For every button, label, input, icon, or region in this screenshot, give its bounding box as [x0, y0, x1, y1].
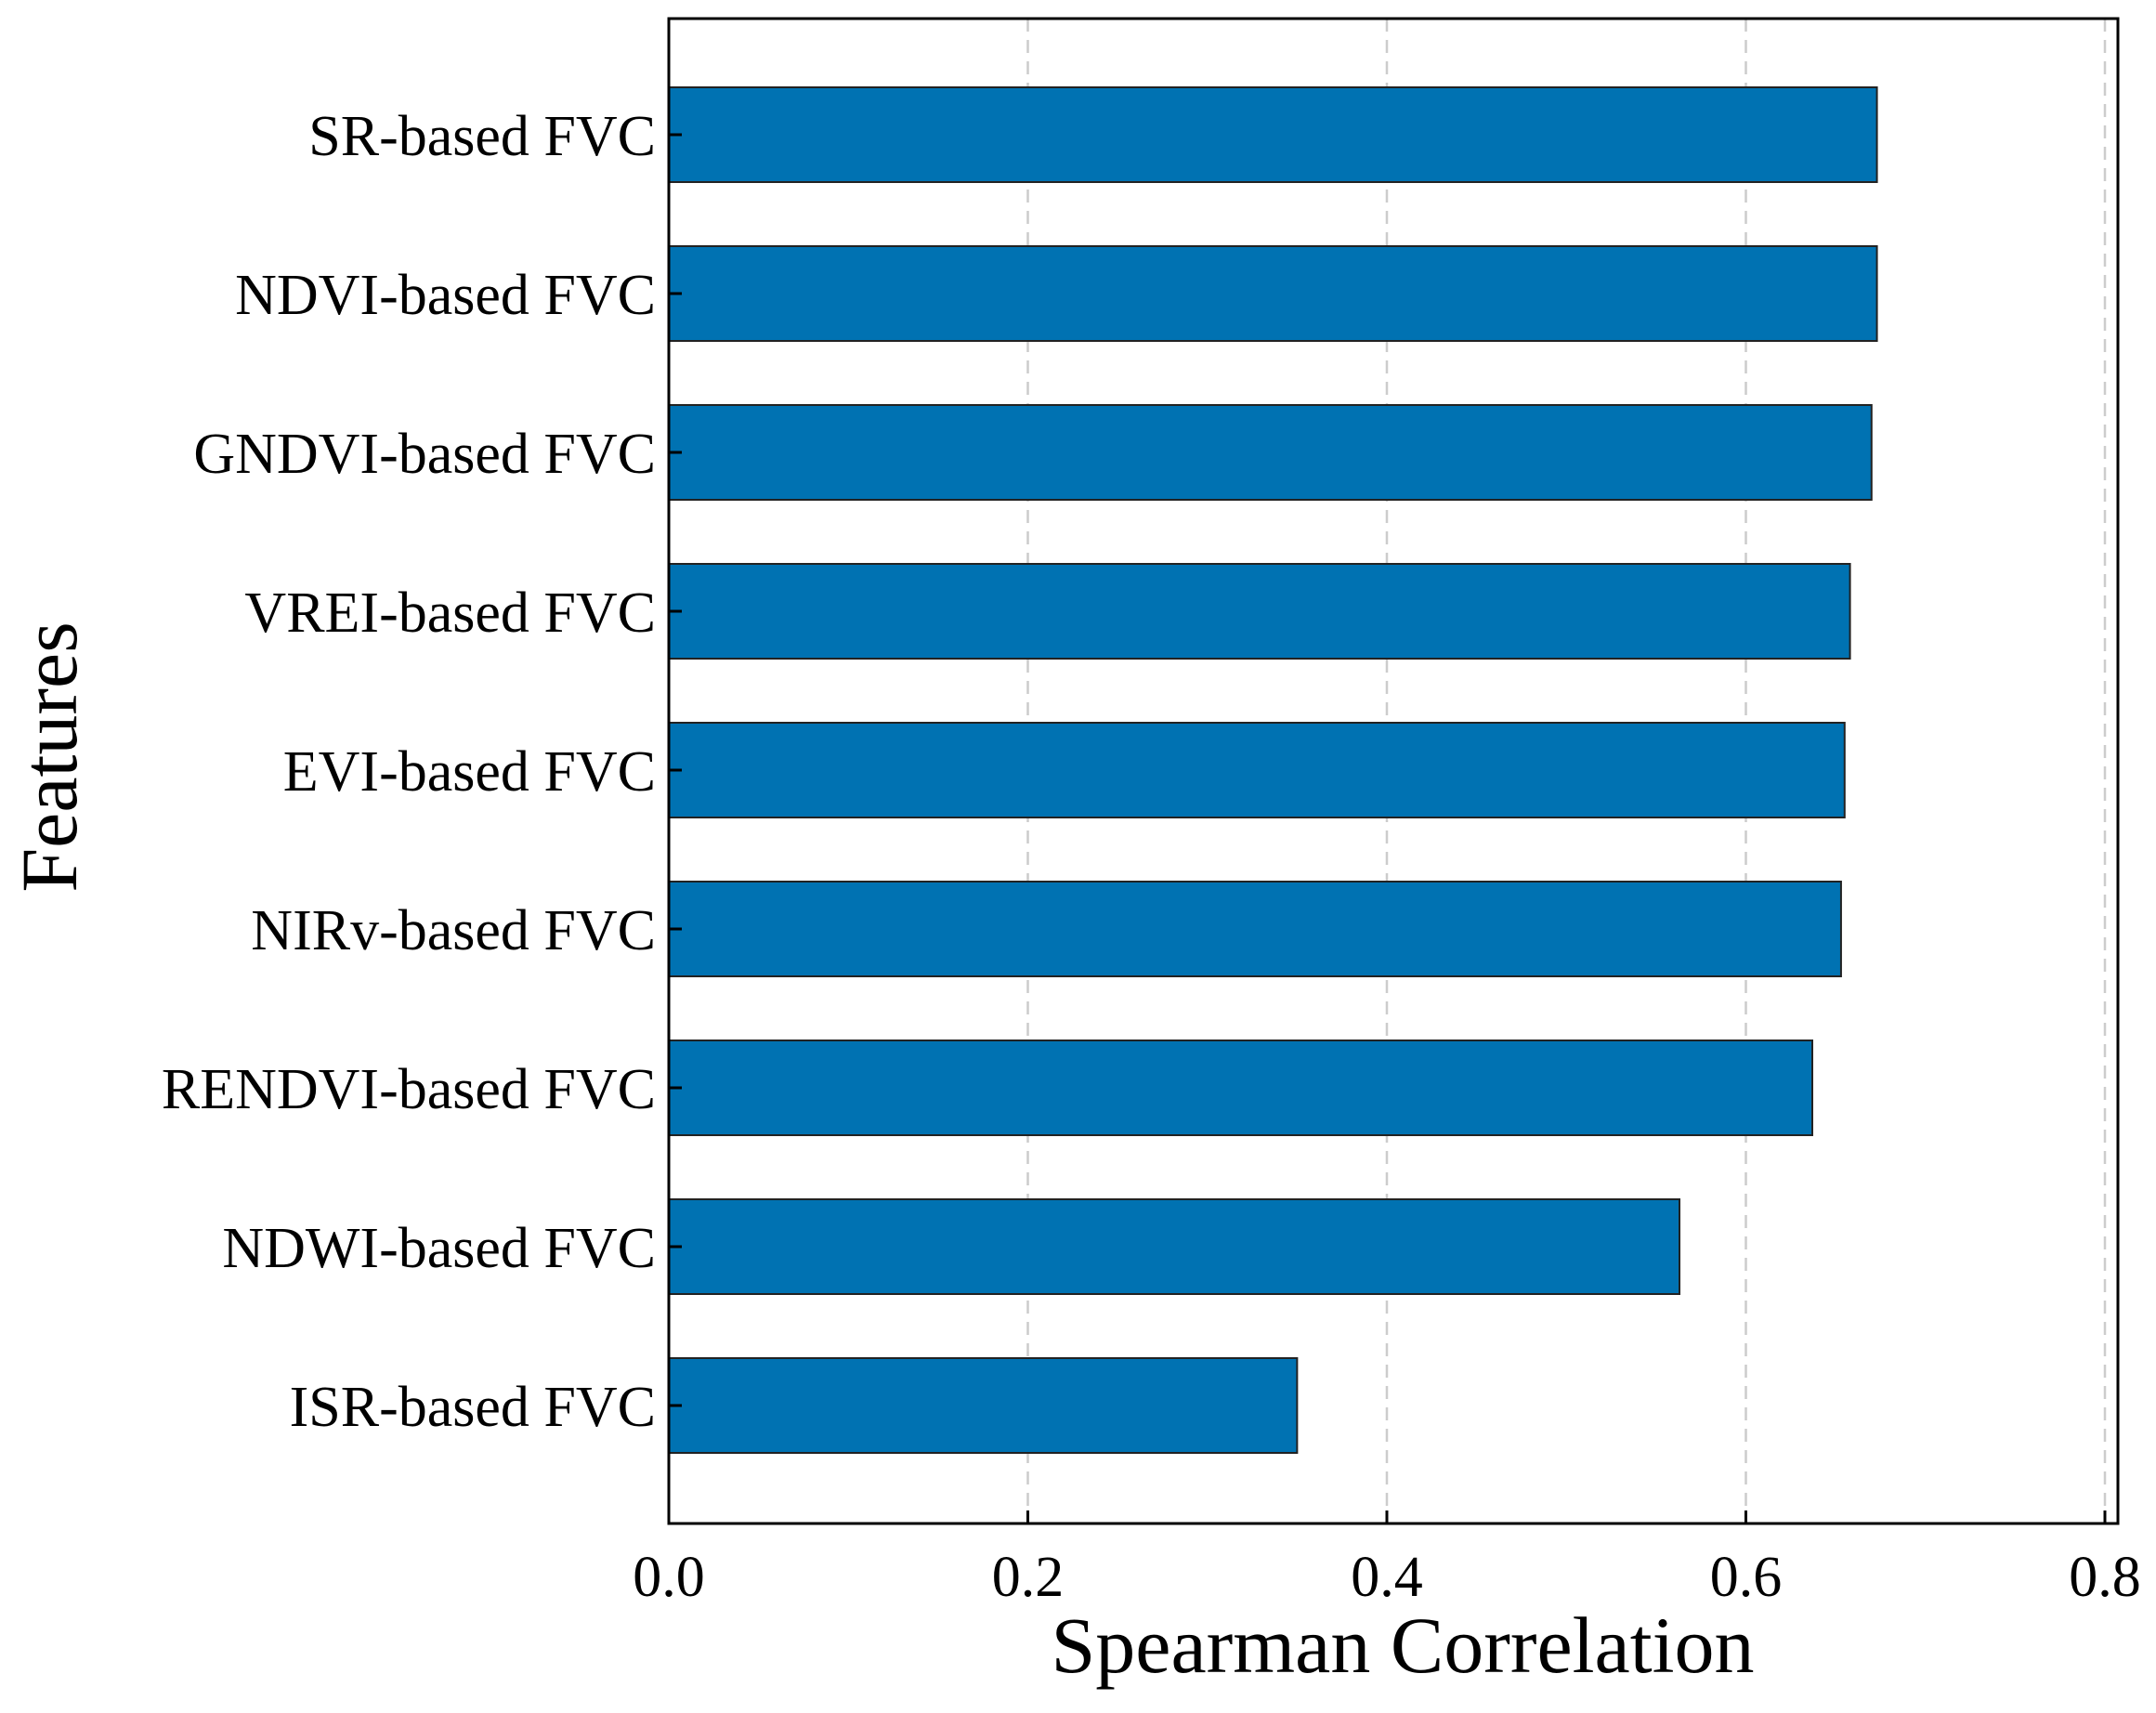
x-tick-label: 0.4 — [1351, 1546, 1423, 1609]
bar — [668, 881, 1842, 977]
ticks — [667, 133, 2107, 1523]
x-tick-label: 0.6 — [1710, 1546, 1783, 1609]
y-tick-label: ISR-based FVC — [290, 1376, 656, 1439]
y-tick-label: SR-based FVC — [308, 105, 656, 168]
bar — [668, 86, 1878, 183]
bars — [668, 86, 1878, 1454]
bar — [668, 1198, 1680, 1295]
bar — [668, 404, 1873, 501]
bar — [668, 563, 1851, 660]
y-tick-label: NIRv-based FVC — [251, 899, 656, 962]
x-axis-title: Spearman Correlation — [1051, 1601, 1754, 1690]
x-tick-label: 0.0 — [633, 1546, 705, 1609]
bar — [668, 245, 1878, 342]
y-tick-label: VREI-based FVC — [244, 582, 656, 645]
x-tick-label: 0.2 — [992, 1546, 1065, 1609]
y-tick-label: RENDVI-based FVC — [162, 1058, 656, 1121]
y-tick-label: EVI-based FVC — [283, 740, 656, 804]
y-axis-title: Features — [5, 621, 94, 892]
bar — [668, 1040, 1814, 1136]
x-tick-label: 0.8 — [2069, 1546, 2141, 1609]
y-tick-label: NDWI-based FVC — [222, 1217, 656, 1280]
y-tick-label: NDVI-based FVC — [235, 264, 656, 327]
bar — [668, 1357, 1299, 1454]
bar — [668, 722, 1846, 818]
y-tick-label: GNDVI-based FVC — [193, 423, 656, 486]
tick-labels: 0.0 0.2 0.4 0.6 0.8 SR-based FVC NDVI-based FV… — [162, 105, 2141, 1609]
plot-frame — [667, 17, 2120, 1525]
